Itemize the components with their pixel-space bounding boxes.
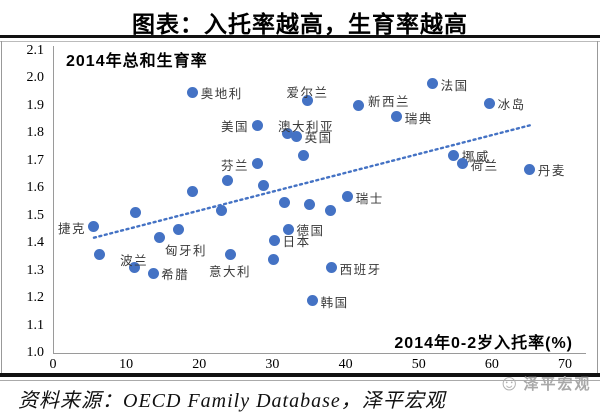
y-tick-label: 1.5 (26, 207, 45, 223)
figure-title: 图表：入托率越高，生育率越高 (132, 12, 468, 37)
data-point (153, 232, 165, 244)
data-point (216, 204, 228, 216)
data-point (130, 207, 142, 219)
brand-watermark: ☺ 泽平宏观 (498, 372, 591, 394)
frame-border-right (597, 41, 598, 373)
point-label: 西班牙 (339, 262, 382, 277)
x-tick-label: 40 (338, 357, 353, 372)
y-tick-label: 1.7 (26, 152, 45, 168)
data-point (281, 127, 293, 139)
point-label: 日本 (282, 235, 311, 250)
point-label: 捷克 (57, 221, 86, 236)
source-note: 资料来源：OECD Family Database，泽平宏观 (18, 390, 446, 412)
y-tick-label: 1.6 (26, 180, 45, 196)
point-label: 澳大利亚 (278, 120, 335, 135)
data-point (302, 94, 314, 106)
point-label: 瑞士 (355, 191, 384, 206)
brand-watermark-text: 泽平宏观 (523, 375, 592, 393)
y-tick-label: 1.4 (26, 235, 45, 251)
x-tick-label: 30 (265, 357, 280, 372)
y-tick-label: 1.8 (26, 125, 45, 141)
data-point (269, 234, 281, 246)
data-point (267, 254, 279, 266)
x-tick-label: 20 (192, 357, 207, 372)
data-point (297, 149, 309, 161)
data-point (342, 191, 354, 202)
data-point (172, 223, 184, 235)
data-point (326, 262, 338, 274)
data-point (427, 78, 439, 90)
frame-border-left (1, 41, 2, 373)
point-label: 瑞典 (404, 111, 433, 126)
y-axis-line (53, 46, 54, 353)
point-label: 美国 (221, 120, 250, 135)
bottom-rule (0, 373, 600, 377)
y-axis-title: 2014年总和生育率 (66, 53, 208, 70)
top-rule-shadow (0, 41, 600, 42)
point-label: 英国 (304, 131, 333, 146)
data-point (291, 130, 303, 142)
data-point (283, 223, 295, 235)
top-rule (0, 35, 600, 38)
data-point (93, 248, 105, 260)
x-axis-line (53, 353, 586, 354)
data-point (251, 158, 263, 170)
data-point (307, 295, 319, 307)
point-label: 奥地利 (200, 87, 243, 102)
x-tick-label: 0 (49, 357, 57, 372)
point-label: 韩国 (320, 295, 349, 310)
data-point (448, 149, 460, 161)
point-label: 爱尔兰 (286, 86, 329, 101)
data-point (352, 100, 364, 112)
point-label: 新西兰 (368, 94, 411, 109)
x-tick-label: 70 (558, 357, 572, 372)
y-tick-label: 1.0 (26, 345, 45, 360)
point-label: 德国 (296, 224, 325, 239)
bottom-rule-shadow (0, 380, 600, 381)
point-label: 波兰 (120, 253, 149, 268)
point-label: 挪威 (461, 150, 490, 165)
data-point (325, 204, 337, 216)
point-label: 希腊 (161, 268, 190, 283)
data-point (187, 185, 199, 197)
data-point (147, 267, 159, 279)
y-tick-label: 2.0 (26, 70, 45, 86)
x-tick-label: 60 (484, 357, 499, 372)
point-label: 法国 (440, 78, 469, 93)
data-point (303, 199, 315, 211)
y-tick-label: 1.9 (26, 97, 45, 113)
data-point (88, 221, 100, 233)
x-axis-title: 2014年0-2岁入托率(%) (394, 335, 573, 352)
y-tick-label: 1.2 (26, 290, 45, 306)
x-tick-label: 50 (411, 357, 426, 372)
data-point (224, 248, 236, 260)
data-point (251, 119, 263, 131)
data-point (258, 180, 270, 192)
y-tick-label: 2.1 (26, 43, 45, 58)
data-point (524, 163, 536, 175)
data-point (391, 111, 403, 123)
point-label: 丹麦 (537, 164, 566, 179)
y-tick-label: 1.3 (26, 262, 45, 278)
point-label: 芬兰 (221, 158, 250, 173)
smiley-logo-icon: ☺ (498, 370, 521, 395)
data-point (128, 262, 140, 274)
point-label: 荷兰 (470, 158, 499, 173)
data-point (457, 158, 469, 170)
point-label: 意大利 (208, 265, 252, 280)
data-point (222, 174, 234, 186)
point-label: 匈牙利 (165, 243, 208, 258)
data-point (187, 86, 199, 98)
point-label: 冰岛 (497, 98, 526, 113)
y-tick-label: 1.1 (26, 317, 45, 333)
data-point (484, 97, 496, 109)
data-point (278, 196, 290, 208)
x-tick-label: 10 (119, 357, 134, 372)
